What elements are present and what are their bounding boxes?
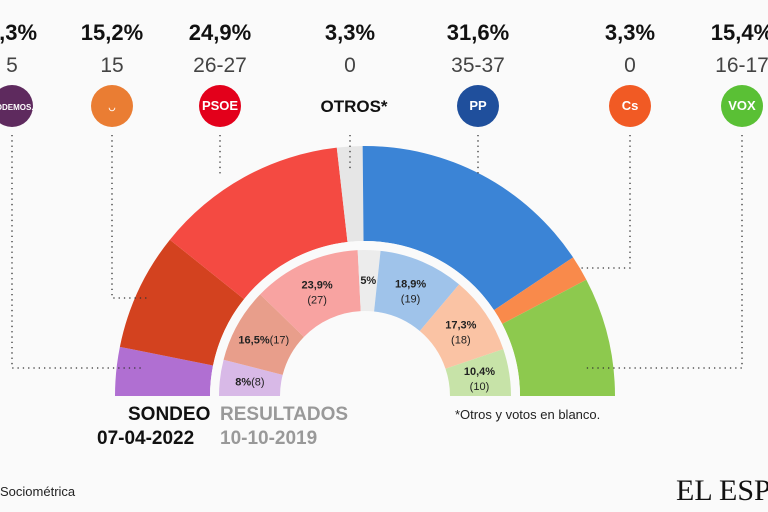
inner-seats: (27) (307, 294, 327, 306)
inner-pct: 18,9% (395, 278, 426, 290)
party-seats-label: 16-17 (715, 54, 768, 77)
party-pct-label: 15,4% (711, 20, 768, 45)
party-logo-text: PP (469, 98, 487, 113)
outer-arc-más-madrid (119, 239, 245, 366)
outer-ring-date: 07-04-2022 (97, 428, 195, 449)
party-pct-label: 15,2% (81, 20, 143, 45)
inner-pct: 17,3% (445, 320, 476, 332)
party-pct-label: 3,3% (605, 20, 655, 45)
outer-arc-cs (494, 257, 587, 324)
leader-line (111, 135, 150, 299)
party-seats-label: 0 (624, 54, 636, 77)
outer-arc-vox (502, 279, 615, 396)
leader-line (11, 135, 142, 369)
party-logo-vox-icon (721, 85, 763, 127)
party-logo-podemos-icon (0, 85, 33, 127)
inner-pct: 16,5% (238, 334, 269, 346)
outer-arc-podemos (115, 346, 214, 396)
inner-pct: 5% (360, 275, 376, 287)
otros-label: OTROS* (320, 97, 387, 116)
inner-seats: (19) (401, 293, 421, 305)
party-logo-text: PODEMOS. (0, 103, 34, 112)
inner-arc-otros (357, 249, 381, 312)
source-label: Sociométrica (0, 484, 76, 499)
party-logo-pp-icon (457, 85, 499, 127)
footnote: *Otros y votos en blanco. (455, 407, 601, 422)
party-logo-más-madrid-icon (91, 85, 133, 127)
inner-segment-label: 5% (360, 275, 376, 287)
party-logo-text: PSOE (202, 98, 238, 113)
party-pct-label: 31,6% (447, 20, 509, 45)
inner-segment-label: 23,9% (27) (301, 279, 332, 306)
inner-pct: 23,9% (301, 279, 332, 291)
inner-seats: (10) (470, 381, 490, 393)
inner-pct: 8% (235, 376, 251, 388)
inner-pct: 10,4% (464, 366, 495, 378)
inner-arc-podemos (219, 359, 283, 396)
party-seats-label: 35-37 (451, 54, 505, 77)
party-logo-text: Cs (622, 98, 639, 113)
inner-ring-label: RESULTADOS (220, 404, 349, 425)
leader-line (583, 135, 743, 369)
party-seats-label: 15 (100, 54, 123, 77)
brand-logo: EL ESP (676, 474, 768, 507)
party-logo-cs-icon (609, 85, 651, 127)
party-pct-label: 24,9% (189, 20, 251, 45)
inner-segment-label: 17,3% (18) (445, 320, 476, 347)
party-pct-label: 3,3% (325, 20, 375, 45)
party-pct-label: 6,3% (0, 20, 37, 45)
inner-seats: (17) (270, 334, 290, 346)
outer-arc-pp (362, 146, 574, 311)
party-logo-text: VOX (728, 98, 756, 113)
inner-arc-vox (445, 349, 511, 396)
party-logo-psoe-icon (199, 85, 241, 127)
party-seats-label: 0 (344, 54, 356, 77)
inner-arc-cs (419, 284, 504, 369)
party-seats-label: 5 (6, 54, 18, 77)
inner-ring-date: 10-10-2019 (220, 428, 318, 449)
inner-arc-psoe (260, 250, 361, 337)
inner-segment-label: 16,5%(17) (238, 334, 289, 346)
inner-segment-label: 18,9% (19) (395, 278, 426, 305)
outer-arc-psoe (169, 147, 348, 300)
outer-arc-otros (336, 146, 364, 242)
inner-segment-label: 10,4% (10) (464, 366, 495, 393)
inner-segment-label: 8%(8) (235, 376, 264, 388)
inner-seats: (8) (251, 376, 264, 388)
inner-seats: (18) (451, 335, 471, 347)
leader-line (580, 135, 631, 269)
outer-ring-label: SONDEO (128, 404, 211, 425)
inner-arc-pp (374, 250, 460, 332)
inner-arc-más-madrid (223, 294, 304, 375)
party-seats-label: 26-27 (193, 54, 247, 77)
party-logo-text: ◡ (109, 103, 116, 112)
